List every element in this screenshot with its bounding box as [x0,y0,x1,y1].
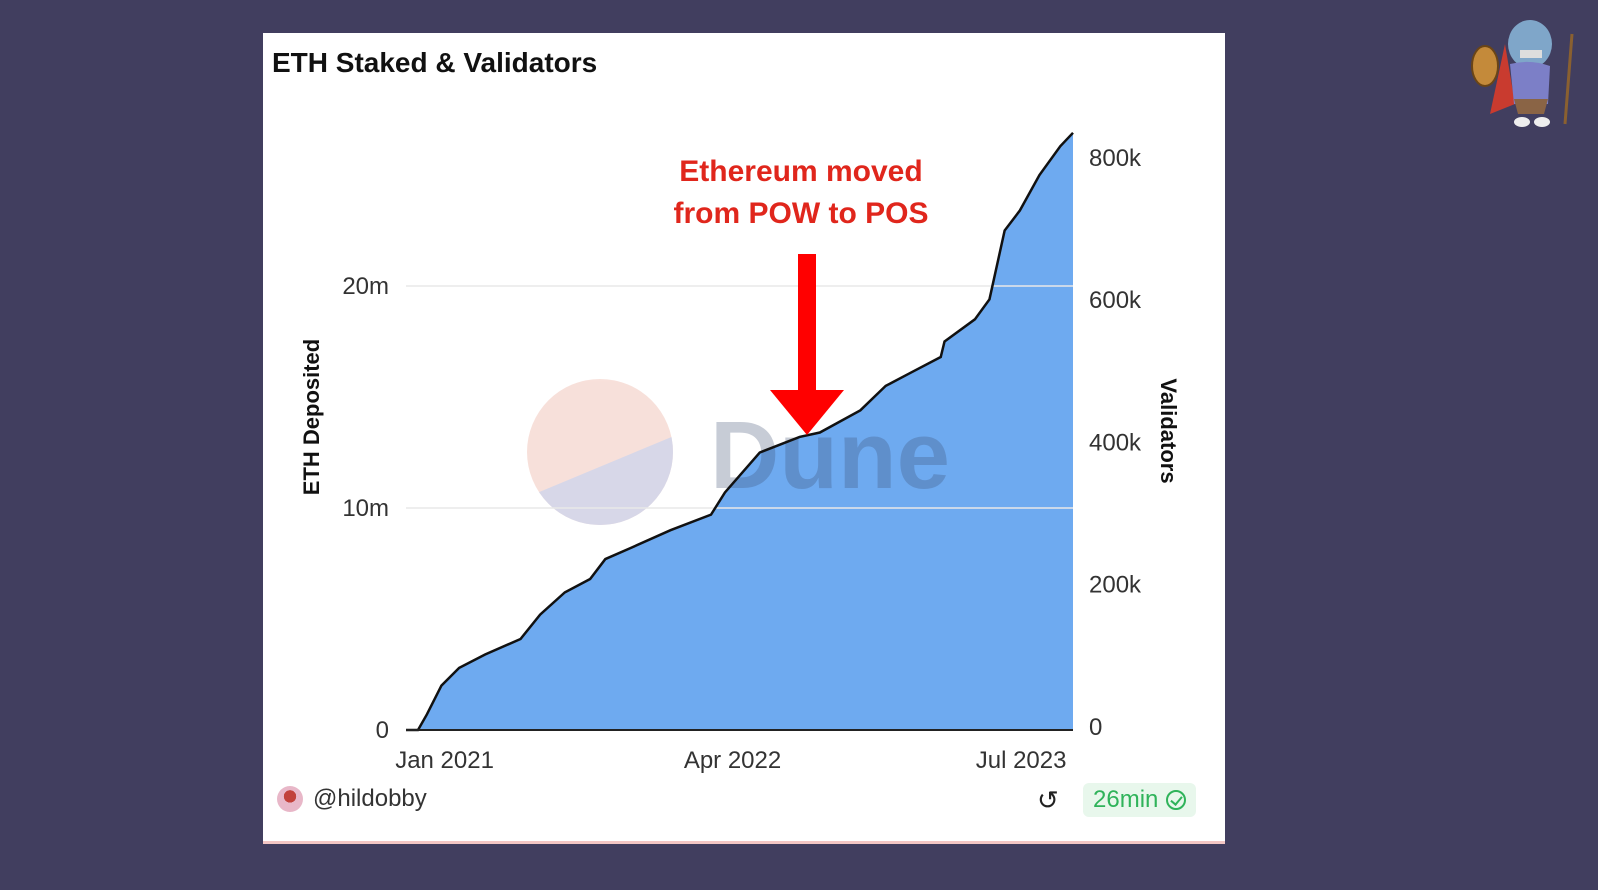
arrow-shaft [798,254,816,391]
freshness-badge: 26min [1083,783,1197,817]
annotation-line1: Ethereum moved [679,155,922,188]
chart-title: ETH Staked & Validators [272,47,598,78]
y2-tick-label: 400k [1089,429,1142,456]
refresh-icon[interactable]: ↺ [1037,785,1059,815]
y2-tick-label: 600k [1089,287,1142,314]
dune-watermark [527,379,673,525]
watermark-text: Dune [710,402,950,509]
x-tick-label: Jan 2021 [395,747,494,774]
x-tick-label: Jul 2023 [976,747,1067,774]
author-avatar [277,786,303,812]
x-tick-label: Apr 2022 [684,747,781,774]
chart-svg: Dune 0 10m 20m 0 200k 400k 600k 800k Jan 2021 Apr… [299,131,1181,774]
y2-tick-label: 200k [1089,572,1142,599]
arrow-head [770,390,844,435]
author-link[interactable]: @hildobby [277,785,427,813]
chart-card: ETH Staked & Validators Dune 0 10m 20m 0 200… [263,33,1225,844]
verified-check-icon [1166,790,1187,810]
annotation-line2: from POW to POS [674,197,929,230]
y2-axis-label: Validators [1156,378,1181,483]
y-tick-label: 0 [376,717,389,744]
y-tick-label: 20m [342,273,389,300]
eth-deposited-line [406,131,1074,732]
author-name: @hildobby [313,785,427,812]
y-axis-label: ETH Deposited [299,339,324,495]
eth-deposited-area [406,132,1073,730]
y2-tick-label: 800k [1089,145,1142,172]
freshness-text: 26min [1093,786,1159,813]
y2-tick-label: 0 [1089,714,1102,741]
y-tick-label: 10m [342,495,389,522]
mascot-logo [1471,20,1574,127]
annotation-arrow [770,254,844,435]
